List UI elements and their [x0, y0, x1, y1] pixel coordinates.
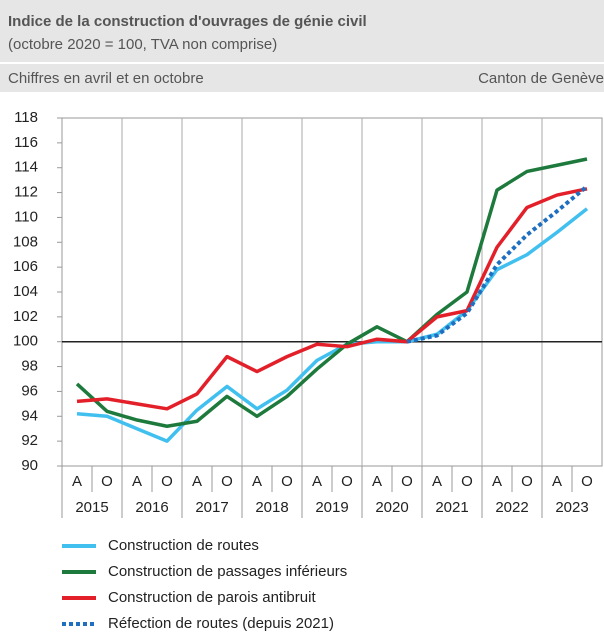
x-tick-label: A — [72, 473, 82, 490]
x-tick-label: A — [252, 473, 262, 490]
x-tick-label: O — [221, 473, 233, 490]
x-tick-label: O — [581, 473, 593, 490]
y-tick-label: 90 — [21, 457, 38, 474]
y-tick-label: 104 — [13, 283, 38, 300]
x-tick-label: A — [192, 473, 202, 490]
series-line — [76, 187, 588, 411]
x-tick-label: O — [461, 473, 473, 490]
year-label: 2019 — [315, 499, 348, 516]
x-tick-label: O — [521, 473, 533, 490]
x-tick-label: A — [432, 473, 442, 490]
legend-label: Construction de parois antibruit — [108, 589, 316, 606]
y-tick-label: 114 — [14, 159, 38, 176]
year-label: 2018 — [255, 499, 288, 516]
x-tick-label: A — [132, 473, 142, 490]
y-tick-label: 98 — [21, 358, 38, 375]
y-tick-label: 116 — [14, 134, 38, 151]
series-line — [76, 207, 589, 443]
x-tick-label: A — [552, 473, 562, 490]
y-tick-label: 108 — [13, 233, 38, 250]
y-tick-label: 92 — [21, 432, 38, 449]
year-label: 2015 — [75, 499, 108, 516]
x-tick-label: O — [101, 473, 113, 490]
y-tick-label: 106 — [13, 258, 38, 275]
note-right: Canton de Genève — [478, 70, 604, 87]
chart-subtitle: (octobre 2020 = 100, TVA non comprise) — [8, 36, 277, 53]
x-tick-label: O — [281, 473, 293, 490]
y-tick-label: 94 — [21, 407, 38, 424]
y-tick-label: 96 — [21, 382, 38, 399]
y-tick-label: 100 — [13, 333, 38, 350]
y-tick-label: 118 — [14, 109, 38, 126]
year-label: 2020 — [375, 499, 408, 516]
x-tick-label: O — [341, 473, 353, 490]
x-tick-label: A — [372, 473, 382, 490]
year-label: 2023 — [555, 499, 588, 516]
note-left: Chiffres en avril et en octobre — [8, 70, 204, 87]
chart-title: Indice de la construction d'ouvrages de … — [8, 13, 367, 30]
legend-label: Construction de routes — [108, 537, 259, 554]
year-label: 2021 — [435, 499, 468, 516]
x-tick-label: O — [401, 473, 413, 490]
y-tick-label: 112 — [14, 184, 38, 201]
x-tick-label: A — [312, 473, 322, 490]
y-tick-label: 110 — [14, 208, 38, 225]
legend-label: Construction de passages inférieurs — [108, 563, 347, 580]
year-label: 2017 — [195, 499, 228, 516]
plot-frame — [61, 117, 603, 467]
year-label: 2022 — [495, 499, 528, 516]
legend-label: Réfection de routes (depuis 2021) — [108, 615, 334, 632]
series-line — [75, 157, 588, 428]
x-tick-label: O — [161, 473, 173, 490]
x-tick-label: A — [492, 473, 502, 490]
header-background — [0, 0, 604, 92]
year-label: 2016 — [135, 499, 168, 516]
series-line — [406, 184, 589, 344]
y-tick-label: 102 — [13, 308, 38, 325]
